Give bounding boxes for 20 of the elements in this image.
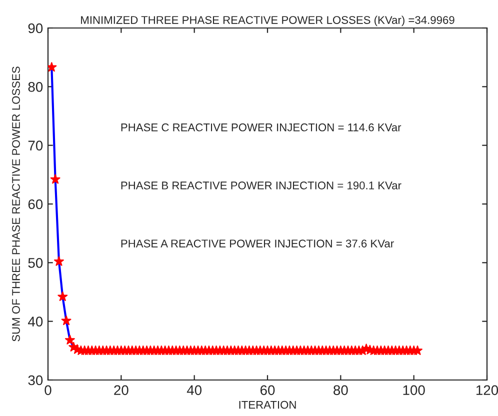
y-tick-label: 50	[28, 258, 43, 268]
x-axis-title: ITERATION	[239, 400, 296, 409]
x-tick-label: 60	[260, 385, 275, 396]
x-tick-label: 80	[334, 385, 348, 396]
y-tick-label: 60	[28, 199, 43, 210]
x-tick-label: 100	[403, 385, 425, 396]
y-tick-label: 40	[28, 316, 43, 327]
chart-title: MINIMIZED THREE PHASE REACTIVE POWER LOSSES (KVar) =34.9969	[81, 16, 454, 26]
y-axis-title: SUM OF THREE PHASE REACTIVE POWER LOSSES	[12, 66, 20, 342]
annotation: PHASE C REACTIVE POWER INJECTION = 114.6 KVar	[121, 123, 402, 132]
x-tick-label: 40	[186, 385, 202, 396]
y-tick-label: 70	[28, 140, 43, 151]
x-tick-label: 120	[476, 385, 498, 396]
annotation: PHASE B REACTIVE POWER INJECTION = 190.1 KVar	[121, 182, 402, 190]
y-tick-label: 80	[28, 82, 43, 92]
annotation: PHASE A REACTIVE POWER INJECTION = 37.6 KVar	[121, 240, 394, 248]
x-tick-label: 0	[44, 385, 52, 396]
x-tick-label: 20	[114, 385, 128, 396]
y-tick-label: 30	[28, 375, 43, 386]
y-tick-label: 90	[28, 23, 43, 34]
